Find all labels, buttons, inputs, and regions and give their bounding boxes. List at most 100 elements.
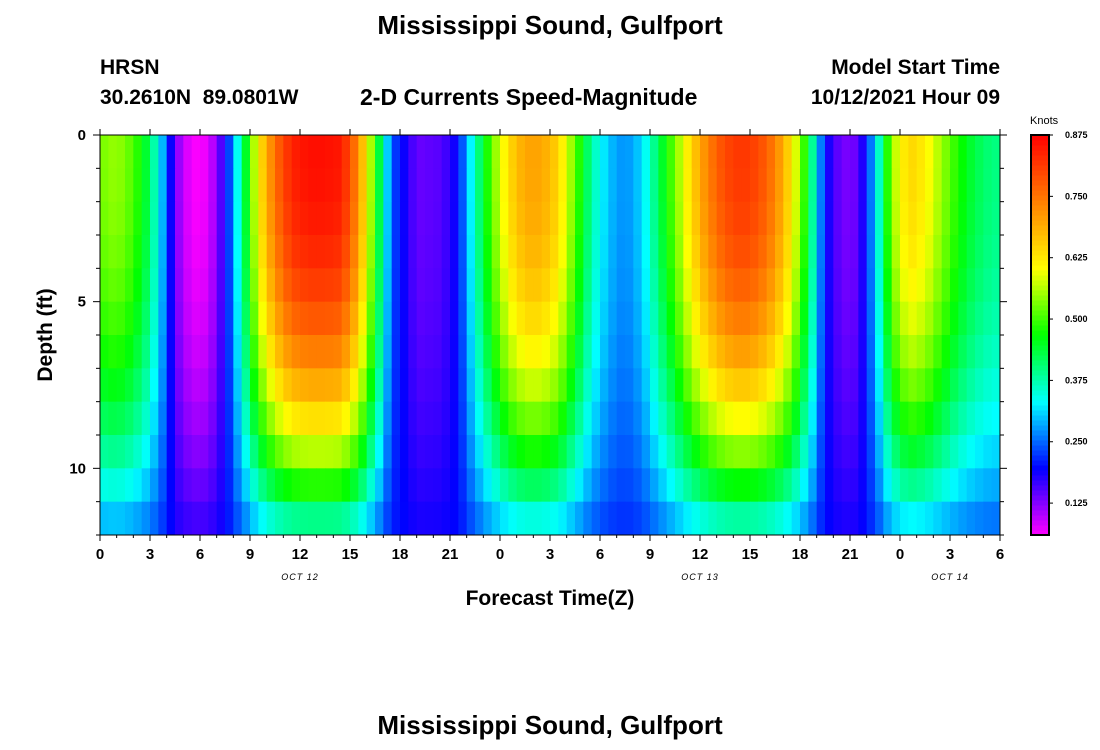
heatmap-cell [141, 268, 151, 303]
heatmap-cell [991, 201, 1001, 236]
heatmap-cell [650, 401, 659, 436]
heatmap-cell [491, 235, 501, 269]
heatmap-cell [350, 201, 359, 236]
heatmap-cell [575, 368, 584, 403]
heatmap-cell [175, 268, 184, 303]
heatmap-cell [666, 268, 676, 303]
heatmap-cell [241, 501, 251, 536]
heatmap-cell [833, 501, 843, 536]
heatmap-cell [683, 368, 693, 403]
heatmap-cell [158, 235, 168, 269]
heatmap-cell [400, 235, 409, 269]
heatmap-cell [733, 301, 743, 336]
heatmap-cell [300, 301, 309, 336]
heatmap-cell [633, 135, 643, 169]
heatmap-cell [550, 468, 559, 503]
heatmap-cell [600, 268, 609, 303]
heatmap-cell [141, 335, 151, 369]
heatmap-cell [750, 301, 759, 336]
colorbar-strip [1031, 495, 1049, 501]
heatmap-cell [725, 401, 734, 436]
colorbar-strip [1031, 425, 1049, 431]
heatmap-cell [825, 268, 834, 303]
heatmap-cell [191, 335, 201, 369]
heatmap-cell [266, 335, 276, 369]
heatmap-cell [125, 335, 134, 369]
x-tick-label: 3 [546, 546, 554, 563]
heatmap-cell [716, 368, 726, 403]
heatmap-cell [766, 301, 776, 336]
heatmap-cell [675, 168, 684, 203]
heatmap-cell [641, 468, 651, 503]
heatmap-cell [116, 135, 126, 169]
heatmap-cell [216, 368, 226, 403]
heatmap-cell [516, 168, 526, 203]
heatmap-cell [933, 368, 943, 403]
heatmap-cell [375, 235, 384, 269]
heatmap-cell [491, 135, 501, 169]
heatmap-cell [225, 301, 234, 336]
heatmap-cell [141, 235, 151, 269]
heatmap-cell [525, 135, 534, 169]
heatmap-cell [191, 168, 201, 203]
heatmap-cell [300, 201, 309, 236]
heatmap-cell [558, 335, 568, 369]
heatmap-cell [383, 135, 393, 169]
heatmap-cell [466, 368, 476, 403]
heatmap-cell [216, 135, 226, 169]
heatmap-cell [950, 268, 959, 303]
heatmap-cell [983, 468, 993, 503]
heatmap-cell [608, 335, 618, 369]
heatmap-cell [291, 468, 301, 503]
heatmap-cell [733, 368, 743, 403]
heatmap-cell [258, 501, 268, 536]
heatmap-cell [916, 435, 926, 469]
colorbar-strip [1031, 505, 1049, 511]
colorbar-strip [1031, 420, 1049, 426]
heatmap-cell [250, 201, 259, 236]
heatmap-cell [600, 368, 609, 403]
heatmap-cell [916, 468, 926, 503]
heatmap-cell [350, 301, 359, 336]
heatmap-cell [508, 501, 518, 536]
colorbar-strip [1031, 465, 1049, 471]
heatmap-cell [908, 501, 918, 536]
heatmap-cell [591, 168, 601, 203]
x-tick-label: 9 [646, 546, 654, 563]
heatmap-cell [466, 401, 476, 436]
heatmap-cell [883, 468, 893, 503]
heatmap-cell [358, 235, 368, 269]
heatmap-cell [233, 201, 243, 236]
colorbar-strip [1031, 155, 1049, 161]
colorbar-strip [1031, 165, 1049, 171]
heatmap-cell [333, 468, 343, 503]
colorbar-strip [1031, 335, 1049, 341]
heatmap-cell [258, 335, 268, 369]
heatmap-cell [800, 435, 809, 469]
heatmap-cell [775, 468, 784, 503]
heatmap-cell [175, 301, 184, 336]
x-tick-label: 21 [842, 546, 859, 563]
heatmap-cell [125, 501, 134, 536]
heatmap-cell [825, 301, 834, 336]
colorbar-strip [1031, 480, 1049, 486]
heatmap-cell [875, 335, 884, 369]
heatmap-cell [700, 435, 709, 469]
heatmap-cell [591, 501, 601, 536]
heatmap-cell [825, 335, 834, 369]
heatmap-cell [666, 135, 676, 169]
heatmap-cell [966, 368, 976, 403]
heatmap-cell [966, 135, 976, 169]
heatmap-cell [366, 468, 376, 503]
heatmap-cell [191, 501, 201, 536]
heatmap-cell [750, 335, 759, 369]
heatmap-cell [441, 368, 451, 403]
colorbar-strip [1031, 405, 1049, 411]
heatmap-cell [166, 368, 176, 403]
heatmap-cell [458, 401, 468, 436]
heatmap-cell [200, 435, 209, 469]
heatmap-cell [958, 435, 968, 469]
heatmap-cell [625, 368, 634, 403]
heatmap-cell [625, 201, 634, 236]
heatmap-cell [175, 468, 184, 503]
